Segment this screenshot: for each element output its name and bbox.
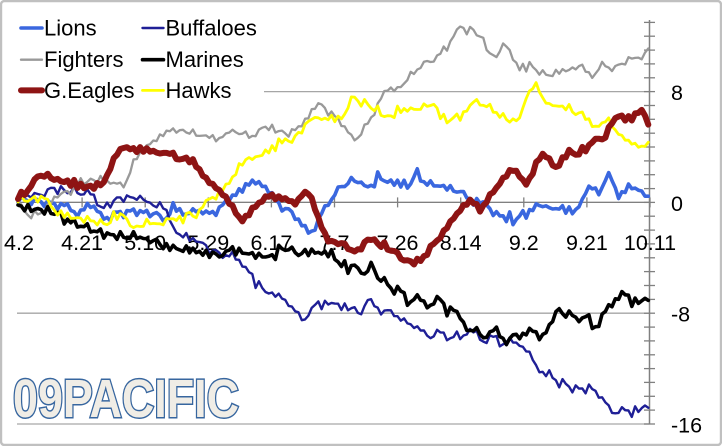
svg-text:Buffaloes: Buffaloes <box>166 16 257 41</box>
svg-text:Hawks: Hawks <box>166 78 232 103</box>
svg-text:0: 0 <box>671 192 683 216</box>
svg-text:4.21: 4.21 <box>61 231 103 255</box>
svg-text:9.2: 9.2 <box>509 231 539 255</box>
svg-text:-16: -16 <box>671 414 702 438</box>
svg-text:9.21: 9.21 <box>566 231 608 255</box>
svg-text:8.14: 8.14 <box>440 231 482 255</box>
svg-text:09PACIFIC: 09PACIFIC <box>13 369 239 429</box>
svg-text:10.11: 10.11 <box>624 231 676 255</box>
svg-text:Fighters: Fighters <box>44 47 123 72</box>
svg-text:Lions: Lions <box>44 16 97 41</box>
svg-text:G.Eagles: G.Eagles <box>44 78 135 103</box>
svg-text:4.2: 4.2 <box>4 231 34 255</box>
svg-text:-8: -8 <box>671 303 690 327</box>
svg-text:Marines: Marines <box>166 47 244 72</box>
svg-text:8: 8 <box>671 81 683 105</box>
